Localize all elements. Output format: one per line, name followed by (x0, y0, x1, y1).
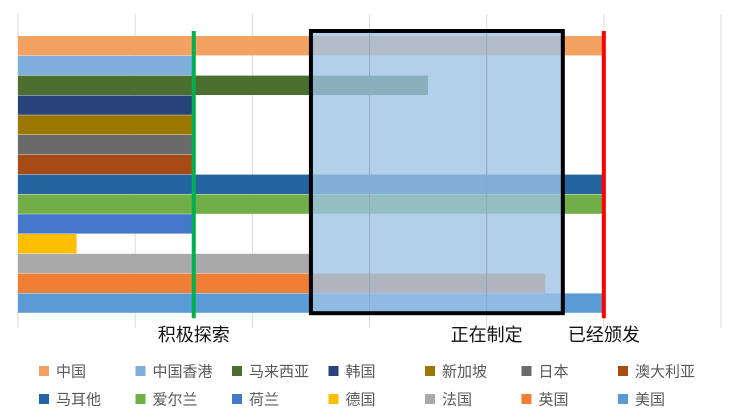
legend-swatch (328, 366, 339, 376)
legend-swatch (425, 366, 435, 376)
stage-label-0: 积极探索 (158, 325, 230, 346)
bar-韩国 (18, 95, 194, 115)
bar-新加坡 (18, 115, 194, 135)
legend-item-中国: 中国 (39, 363, 86, 381)
legend-swatch (425, 394, 435, 404)
legend-item-德国: 德国 (328, 391, 376, 409)
legend-label: 马来西亚 (249, 363, 309, 381)
legend-label: 德国 (346, 391, 376, 409)
legend-item-澳大利亚: 澳大利亚 (618, 363, 695, 381)
legend-label: 英国 (539, 391, 569, 409)
legend-label: 美国 (635, 391, 665, 409)
legend-label: 法国 (442, 391, 472, 409)
legend-label: 日本 (539, 363, 569, 381)
legend-swatch (135, 366, 146, 376)
legend-item-英国: 英国 (521, 391, 569, 409)
bar-中国香港 (18, 55, 194, 76)
legend-label: 澳大利亚 (635, 363, 695, 381)
legend-item-法国: 法国 (425, 391, 472, 409)
highlight-region (310, 31, 563, 314)
legend-swatch (232, 394, 242, 404)
bar-澳大利亚 (18, 154, 194, 175)
legend-label: 荷兰 (249, 391, 279, 409)
bar-日本 (18, 135, 194, 155)
overlays (191, 29, 606, 319)
legend-swatch (618, 366, 628, 376)
legend-label: 中国香港 (153, 363, 213, 381)
stage-labels: 积极探索 正在制定 已经颁发 (158, 325, 640, 346)
legend-swatch (521, 366, 532, 376)
legend-item-日本: 日本 (521, 363, 569, 381)
legend-swatch (39, 394, 49, 404)
bar-德国 (18, 234, 77, 254)
legend-item-爱尔兰: 爱尔兰 (135, 391, 198, 409)
highlight-border (308, 29, 565, 316)
bar-法国 (18, 253, 311, 274)
legend-item-中国香港: 中国香港 (135, 363, 213, 381)
legend-label: 韩国 (346, 363, 376, 381)
legend-item-荷兰: 荷兰 (232, 391, 279, 409)
legend-item-韩国: 韩国 (328, 363, 376, 381)
legend-item-美国: 美国 (618, 391, 665, 409)
legend-label: 中国 (56, 363, 86, 381)
bar-荷兰 (18, 214, 194, 234)
stage-label-1: 正在制定 (451, 325, 523, 346)
legend-label: 新加坡 (442, 363, 487, 381)
legend-item-马来西亚: 马来西亚 (232, 363, 309, 381)
legend-swatch (328, 394, 339, 404)
legend-item-马耳他: 马耳他 (39, 391, 101, 409)
legend-swatch (618, 394, 628, 404)
legend-label: 马耳他 (56, 391, 101, 409)
legend-item-新加坡: 新加坡 (425, 363, 487, 381)
legend-swatch (135, 394, 146, 404)
legend-label: 爱尔兰 (153, 391, 198, 409)
legend-swatch (39, 366, 49, 376)
stage-label-2: 已经颁发 (568, 325, 640, 346)
legend-swatch (232, 366, 242, 376)
legend-swatch (521, 394, 532, 404)
